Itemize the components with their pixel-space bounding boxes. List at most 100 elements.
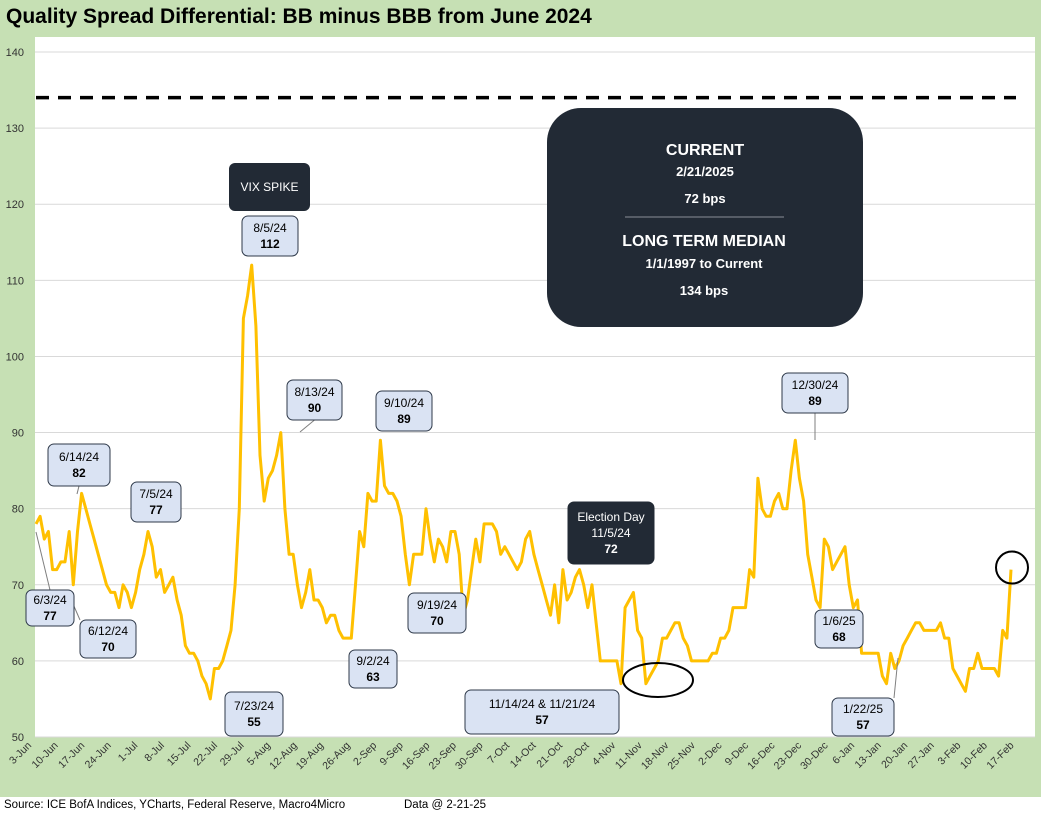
source-note: Source: ICE BofA Indices, YCharts, Feder… bbox=[4, 799, 346, 811]
x-tick-label: 30-Dec bbox=[798, 740, 830, 772]
data-date-note: Data @ 2-21-25 bbox=[404, 799, 486, 811]
annotation-value: 89 bbox=[397, 412, 411, 426]
annotation-value: 55 bbox=[247, 715, 261, 729]
annotation-label: 9/19/24 70 bbox=[407, 592, 467, 634]
y-tick-label: 60 bbox=[12, 656, 24, 668]
footer: Source: ICE BofA Indices, YCharts, Feder… bbox=[0, 797, 1041, 819]
x-tick-label: 10-Jun bbox=[29, 740, 60, 771]
x-tick-label: 10-Feb bbox=[958, 740, 990, 772]
x-tick-label: 30-Sep bbox=[453, 740, 486, 773]
x-tick-label: 21-Oct bbox=[534, 740, 565, 771]
x-tick-label: 18-Nov bbox=[639, 739, 672, 772]
median-heading: LONG TERM MEDIAN bbox=[622, 233, 786, 250]
y-tick-label: 50 bbox=[12, 732, 24, 744]
annotation-date: 1/22/25 bbox=[843, 702, 883, 716]
annotation-label: 8/5/24 112 bbox=[241, 215, 299, 257]
x-tick-label: 15-Jul bbox=[165, 740, 194, 769]
annotation-date: 9/2/24 bbox=[356, 654, 390, 668]
annotation-label: 8/13/24 90 bbox=[286, 379, 343, 421]
current-value: 72 bps bbox=[684, 191, 725, 206]
annotation-box bbox=[831, 697, 895, 737]
annotation-date: 9/19/24 bbox=[417, 598, 457, 612]
annotation-value: 90 bbox=[308, 401, 322, 415]
annotation-box bbox=[286, 379, 343, 421]
annotation-label: 11/14/24 & 11/21/24 57 bbox=[464, 689, 620, 735]
annotation-value: 89 bbox=[808, 394, 822, 408]
y-tick-label: 70 bbox=[12, 580, 24, 592]
current-heading: CURRENT bbox=[666, 142, 744, 159]
x-tick-label: 17-Feb bbox=[984, 740, 1016, 772]
x-tick-label: 14-Oct bbox=[508, 740, 539, 771]
annotation-box bbox=[814, 609, 864, 649]
annotation-leader bbox=[299, 419, 315, 433]
y-axis-tick-labels: 50 60 70 80 90 100 110 120 130 140 bbox=[6, 47, 24, 744]
x-tick-label: 13-Jan bbox=[853, 740, 884, 771]
annotation-value: 72 bbox=[604, 542, 618, 556]
y-tick-label: 80 bbox=[12, 504, 24, 516]
annotation-label: 1/6/25 68 bbox=[814, 609, 864, 649]
gridlines bbox=[35, 51, 1035, 738]
x-tick-label: 8-Jul bbox=[142, 740, 167, 765]
annotation-value: 82 bbox=[72, 466, 86, 480]
median-range: 1/1/1997 to Current bbox=[645, 256, 763, 271]
annotation-date: 8/13/24 bbox=[294, 385, 334, 399]
y-tick-label: 140 bbox=[6, 47, 24, 59]
annotation-date: 12/30/24 bbox=[792, 378, 839, 392]
annotation-value: 77 bbox=[43, 609, 57, 623]
annotation-box bbox=[464, 689, 620, 735]
annotation-note: Election Day bbox=[577, 510, 644, 524]
annotation-leader bbox=[76, 485, 80, 495]
x-tick-label: 27-Jan bbox=[906, 740, 937, 771]
x-tick-label: 29-Jul bbox=[218, 740, 247, 769]
x-tick-label: 23-Sep bbox=[426, 740, 459, 773]
annotation-date: 1/6/25 bbox=[822, 614, 856, 628]
annotation-date: 9/10/24 bbox=[384, 396, 424, 410]
annotation-box bbox=[407, 592, 467, 634]
annotation-box bbox=[79, 619, 137, 659]
annotation-box bbox=[567, 501, 655, 565]
x-tick-label: 16-Sep bbox=[400, 740, 433, 773]
current-date: 2/21/2025 bbox=[676, 164, 734, 179]
current-highlight-circle bbox=[995, 550, 1029, 585]
annotation-leader bbox=[893, 657, 899, 699]
x-tick-label: 26-Aug bbox=[320, 740, 353, 773]
chart-svg: 50 60 70 80 90 100 110 120 130 140 3-Jun10-Jun17-… bbox=[6, 47, 1035, 772]
annotation-date: 7/5/24 bbox=[139, 487, 173, 501]
annotation-box bbox=[781, 372, 849, 414]
x-tick-label: 25-Nov bbox=[665, 739, 698, 772]
annotation-box bbox=[47, 443, 111, 487]
annotation-value: 77 bbox=[149, 503, 163, 517]
annotation-box bbox=[130, 481, 182, 523]
x-tick-label: 17-Jun bbox=[56, 740, 87, 771]
vix-spike-box bbox=[229, 163, 310, 211]
y-tick-label: 110 bbox=[6, 275, 24, 287]
annotation-value: 63 bbox=[366, 670, 380, 684]
median-value: 134 bps bbox=[680, 283, 728, 298]
annotation-label: 1/22/25 57 bbox=[831, 697, 895, 737]
annotation-date: 6/14/24 bbox=[59, 450, 99, 464]
annotation-value: 68 bbox=[832, 630, 846, 644]
y-tick-label: 100 bbox=[6, 351, 24, 363]
annotation-box bbox=[241, 215, 299, 257]
annotation-box bbox=[25, 589, 75, 627]
x-tick-label: 2-Dec bbox=[696, 740, 724, 768]
annotation-date: 11/14/24 & 11/21/24 bbox=[489, 697, 596, 711]
annotation-label: 6/12/24 70 bbox=[79, 619, 137, 659]
annotation-date: 7/23/24 bbox=[234, 699, 274, 713]
november-lows-highlight-circle bbox=[622, 662, 694, 698]
annotation-value: 57 bbox=[856, 718, 870, 732]
annotation-leader bbox=[35, 531, 51, 591]
plot-area bbox=[35, 37, 1035, 737]
y-tick-label: 120 bbox=[6, 199, 24, 211]
annotation-leaders bbox=[35, 413, 899, 699]
x-tick-label: 1-Jul bbox=[116, 740, 141, 765]
x-tick-label: 20-Jan bbox=[879, 740, 910, 771]
x-tick-label: 24-Jun bbox=[83, 740, 114, 771]
x-tick-label: 22-Jul bbox=[191, 740, 220, 769]
annotation-label: 7/23/24 55 bbox=[224, 691, 284, 737]
annotation-labels: 6/3/24 77 6/12/24 70 6/14/24 82 7/5/24 77 7/23/2… bbox=[25, 163, 895, 737]
annotation-label: 7/5/24 77 bbox=[130, 481, 182, 523]
annotation-value: 70 bbox=[430, 614, 444, 628]
annotation-label: 6/3/24 77 bbox=[25, 589, 75, 627]
